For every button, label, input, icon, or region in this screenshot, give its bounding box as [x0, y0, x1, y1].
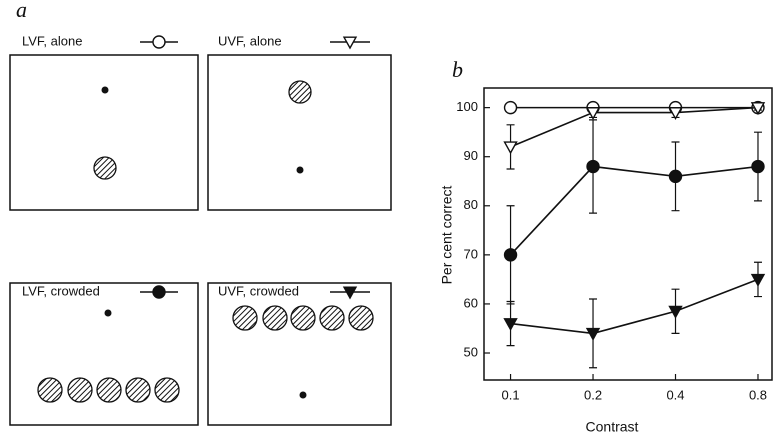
data-point — [751, 159, 765, 174]
data-point — [503, 141, 518, 155]
grating — [125, 377, 151, 403]
data-point — [586, 159, 600, 174]
grating — [96, 377, 122, 403]
y-tick-label: 60 — [464, 295, 478, 310]
y-tick-label: 100 — [456, 99, 478, 114]
grating — [348, 305, 374, 331]
x-tick-label: 0.2 — [584, 387, 602, 402]
data-point — [585, 327, 601, 341]
data-point — [668, 305, 683, 319]
legend-marker — [152, 35, 166, 49]
x-tick-label: 0.8 — [749, 387, 767, 402]
y-axis-title: Per cent correct — [439, 185, 455, 284]
x-tick-label: 0.1 — [502, 387, 520, 402]
data-point — [668, 107, 683, 120]
grating — [154, 377, 180, 403]
stimulus-box — [9, 282, 199, 426]
stimulus-diagrams — [9, 54, 392, 426]
stimulus-box — [207, 54, 392, 211]
legend-label: UVF, crowded — [218, 283, 299, 298]
grating — [290, 305, 316, 331]
stimulus-box — [207, 282, 392, 426]
data-point — [585, 107, 601, 120]
panel-label: a — [16, 0, 27, 22]
series-line — [510, 278, 759, 335]
series-line — [510, 106, 759, 148]
data-point — [750, 273, 766, 287]
panel-label: b — [452, 57, 463, 82]
y-tick-label: 50 — [464, 344, 478, 359]
grating — [319, 305, 345, 331]
y-tick-label: 80 — [464, 197, 478, 212]
target-grating — [93, 156, 117, 180]
stimulus-box — [9, 54, 199, 211]
target-grating — [288, 80, 312, 104]
legend-label: LVF, crowded — [22, 283, 100, 298]
fixation-dot — [299, 391, 307, 399]
y-tick-label: 70 — [464, 246, 478, 261]
data-point — [668, 169, 683, 184]
grating — [37, 377, 63, 403]
data-point — [503, 248, 518, 262]
fixation-dot — [104, 309, 112, 317]
grating — [67, 377, 93, 403]
data-point — [503, 318, 518, 332]
grating — [262, 305, 288, 331]
data-point — [750, 102, 766, 116]
fixation-dot — [296, 166, 304, 174]
plot-frame — [483, 87, 773, 381]
data-point — [503, 100, 518, 115]
legend-marker — [342, 286, 358, 300]
grating — [232, 305, 258, 331]
legend-marker — [342, 36, 358, 50]
fixation-dot — [101, 86, 109, 94]
legend-marker — [152, 285, 166, 299]
y-tick-label: 90 — [464, 148, 478, 163]
x-axis-title: Contrast — [586, 419, 639, 435]
legend-label: LVF, alone — [22, 33, 82, 48]
legend-label: UVF, alone — [218, 33, 282, 48]
x-tick-label: 0.4 — [666, 387, 684, 402]
series-line — [509, 165, 759, 256]
